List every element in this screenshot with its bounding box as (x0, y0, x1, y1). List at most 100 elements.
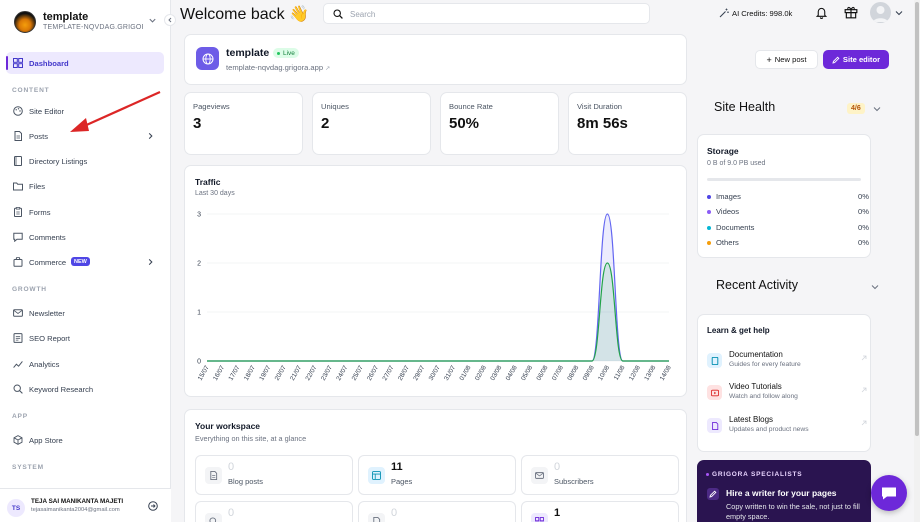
sidebar-item-label: Files (29, 182, 46, 191)
search-icon (333, 9, 343, 19)
chevron-down-icon[interactable] (871, 284, 879, 290)
help-item-title: Latest Blogs (729, 415, 774, 424)
tile-label: Pages (391, 477, 413, 486)
section-label-growth: GROWTH (12, 286, 47, 293)
x-tick-label: 17/07 (227, 364, 241, 382)
site-switcher[interactable]: template TEMPLATE-NQVDAG.GRIGOR... (0, 0, 171, 44)
wave-emoji: 👋 (289, 6, 310, 23)
sidebar-item-directory-listings[interactable]: Directory Listings (6, 150, 164, 172)
stat-value: 2 (321, 115, 330, 132)
x-tick-label: 03/08 (489, 364, 503, 382)
stat-label: Bounce Rate (449, 102, 493, 111)
site-editor-button[interactable]: Site editor (823, 50, 889, 69)
help-item-subtitle: Guides for every feature (729, 361, 801, 368)
workspace-subtitle: Everything on this site, at a glance (195, 434, 307, 443)
sidebar-item-label: App Store (29, 436, 63, 445)
x-tick-label: 27/07 (381, 364, 395, 382)
sidebar-item-keyword-research[interactable]: Keyword Research (6, 378, 164, 400)
site-url-link[interactable]: template-nqvdag.grigora.app ↗ (226, 63, 331, 72)
section-label-app: APP (12, 413, 28, 420)
chevron-right-icon (148, 259, 153, 265)
magic-wand-icon (719, 8, 729, 18)
sidebar-item-label: Directory Listings (29, 157, 88, 166)
traffic-card: Traffic Last 30 days 0 1 2 3 15/07 16/07 17/07… (184, 165, 687, 397)
ai-credits[interactable]: AI Credits: 998.0k (719, 8, 792, 18)
help-item-video-tutorials[interactable]: Video Tutorials Watch and follow along (707, 381, 867, 407)
report-icon (13, 333, 23, 343)
site-name: template (43, 11, 89, 23)
tile-value: 1 (554, 507, 561, 519)
sidebar-item-dashboard[interactable]: Dashboard (6, 52, 164, 74)
sidebar-item-files[interactable]: Files (6, 175, 164, 197)
dashboard-icon (13, 58, 23, 68)
specialists-promo[interactable]: GRIGORA SPECIALISTS Hire a writer for yo… (697, 460, 871, 522)
topbar: Welcome back 👋 AI Credits: 998.0k (171, 0, 920, 32)
site-logo (14, 11, 36, 33)
x-tick-label: 26/07 (366, 364, 380, 382)
x-tick-label: 12/08 (628, 364, 642, 382)
bell-icon[interactable] (815, 6, 828, 19)
x-tick-label: 04/08 (505, 364, 519, 382)
sidebar-item-analytics[interactable]: Analytics (6, 353, 164, 375)
sidebar-item-label: Newsletter (29, 309, 65, 318)
workspace-tile-subscribers[interactable]: 0 Subscribers (521, 455, 679, 495)
storage-card: Storage 0 B of 9.0 PB used Images 0% Vide… (697, 134, 871, 258)
storage-title: Storage (707, 146, 739, 156)
stat-card-pageviews: Pageviews 3 (184, 92, 303, 155)
sidebar-item-commerce[interactable]: Commerce NEW (6, 251, 164, 273)
play-icon (707, 385, 722, 400)
ai-credits-label: AI Credits: 998.0k (732, 8, 793, 18)
workspace-tile-blog-posts[interactable]: 0 Blog posts (195, 455, 353, 495)
sidebar-collapse-button[interactable] (164, 14, 176, 26)
x-tick-label: 19/07 (258, 364, 272, 382)
sidebar-item-label: Commerce (29, 258, 67, 267)
new-post-button[interactable]: + New post (755, 50, 818, 69)
sidebar-item-app-store[interactable]: App Store (6, 429, 164, 451)
chevron-down-icon[interactable] (873, 106, 881, 112)
x-tick-label: 13/08 (643, 364, 657, 382)
chevron-down-icon (149, 18, 156, 23)
sidebar-item-comments[interactable]: Comments (6, 226, 164, 248)
sidebar-item-site-editor[interactable]: Site Editor (6, 100, 164, 122)
x-tick-label: 25/07 (351, 364, 365, 382)
chat-support-button[interactable] (871, 475, 907, 511)
sidebar-item-seo-report[interactable]: SEO Report (6, 327, 164, 349)
promo-tag: GRIGORA SPECIALISTS (705, 471, 803, 478)
search-box[interactable] (323, 3, 650, 24)
cube-icon (13, 435, 23, 445)
workspace-tile-pages[interactable]: 11 Pages (358, 455, 516, 495)
user-icon (873, 6, 888, 22)
x-tick-label: 24/07 (335, 364, 349, 382)
scrollbar-thumb[interactable] (915, 2, 919, 436)
user-profile[interactable]: TS TEJA SAI MANIKANTA MAJETI tejasaimani… (0, 488, 171, 522)
x-tick-label: 18/07 (243, 364, 257, 382)
x-tick-label: 05/08 (520, 364, 534, 382)
sidebar-item-posts[interactable]: Posts (6, 125, 164, 147)
help-item-latest-blogs[interactable]: Latest Blogs Updates and product news (707, 414, 867, 440)
layout-icon (368, 467, 385, 484)
chevron-down-icon[interactable] (895, 10, 903, 16)
help-item-documentation[interactable]: Documentation Guides for every feature (707, 349, 867, 375)
stat-value: 8m 56s (577, 115, 628, 132)
workspace-tile-5[interactable]: 0 (358, 501, 516, 522)
x-tick-label: 31/07 (443, 364, 457, 382)
sidebar-item-forms[interactable]: Forms (6, 201, 164, 223)
logout-icon[interactable] (148, 501, 158, 511)
sidebar-item-newsletter[interactable]: Newsletter (6, 302, 164, 324)
x-tick-label: 22/07 (304, 364, 318, 382)
document-icon (707, 418, 722, 433)
search-input[interactable] (350, 7, 640, 21)
workspace-tile-6[interactable]: 1 (521, 501, 679, 522)
user-avatar-button[interactable] (870, 2, 891, 23)
gift-icon[interactable] (844, 5, 858, 19)
sidebar-item-label: Comments (29, 233, 66, 242)
x-tick-label: 15/07 (197, 364, 211, 382)
page-scrollbar[interactable] (914, 0, 920, 522)
workspace-tile-4[interactable]: 0 (195, 501, 353, 522)
site-health-score: 4/6 (847, 103, 865, 114)
tile-value: 0 (228, 507, 235, 519)
storage-progress-bar (707, 178, 861, 181)
section-label-content: CONTENT (12, 87, 50, 94)
sidebar-item-label: Dashboard (29, 59, 69, 68)
